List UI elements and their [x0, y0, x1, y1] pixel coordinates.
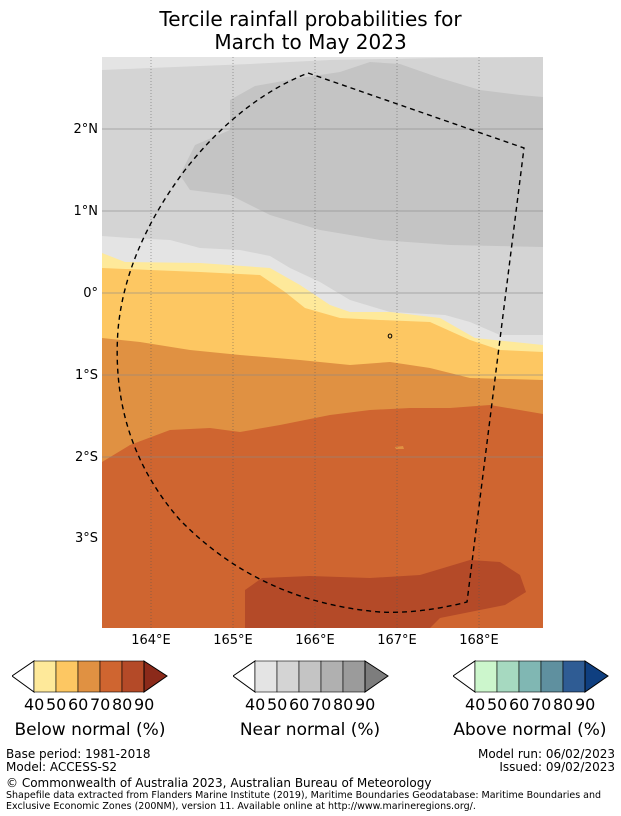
model-run-date: Model run: 06/02/2023 [477, 747, 615, 761]
near-normal-colorbar [233, 660, 389, 693]
lon-label-164e: 164°E [131, 633, 171, 648]
map-gridlines [150, 57, 480, 628]
eez-boundary [116, 72, 525, 613]
near-tick-70: 70 [311, 695, 332, 714]
lat-label-2s: 2°S [74, 450, 98, 465]
base-period: Base period: 1981-2018 [6, 747, 151, 761]
shapefile-credit-line-1: Shapefile data extracted from Flanders M… [6, 790, 602, 801]
above-tick-50: 50 [487, 695, 508, 714]
below-tick-80: 80 [112, 695, 133, 714]
near-tick-40: 40 [245, 695, 266, 714]
lat-label-2n: 2°N [73, 122, 99, 137]
above-normal-title: Above normal (%) [453, 720, 607, 740]
map-title-line-2: March to May 2023 [214, 30, 407, 54]
issued-date: Issued: 09/02/2023 [499, 760, 615, 774]
near-tick-50: 50 [267, 695, 288, 714]
above-tick-80: 80 [553, 695, 574, 714]
lat-label-1n: 1°N [73, 204, 99, 219]
below-tick-70: 70 [90, 695, 111, 714]
above-tick-40: 40 [465, 695, 486, 714]
lon-label-165e: 165°E [213, 633, 253, 648]
below-normal-title: Below normal (%) [14, 720, 166, 740]
near-tick-80: 80 [333, 695, 354, 714]
lat-label-3s: 3°S [74, 531, 98, 546]
lat-label-0: 0° [83, 286, 98, 301]
below-tick-60: 60 [68, 695, 89, 714]
island-marker [387, 333, 393, 339]
below-tick-90: 90 [134, 695, 155, 714]
below-tick-40: 40 [24, 695, 45, 714]
above-normal-colorbar [453, 660, 609, 693]
below-normal-colorbar [12, 660, 168, 693]
near-tick-60: 60 [289, 695, 310, 714]
lon-label-168e: 168°E [459, 633, 499, 648]
above-tick-90: 90 [575, 695, 596, 714]
near-tick-90: 90 [355, 695, 376, 714]
region-near-60 [180, 62, 543, 247]
copyright-notice: © Commonwealth of Australia 2023, Austra… [6, 776, 432, 790]
above-tick-60: 60 [509, 695, 530, 714]
near-normal-title: Near normal (%) [239, 720, 381, 740]
model-name: Model: ACCESS-S2 [6, 760, 118, 774]
map-title-line-1: Tercile rainfall probabilities for [159, 7, 462, 31]
below-tick-50: 50 [46, 695, 67, 714]
probability-map [102, 57, 543, 628]
lat-label-1s: 1°S [74, 368, 98, 383]
lon-label-166e: 166°E [295, 633, 335, 648]
above-tick-70: 70 [531, 695, 552, 714]
lon-label-167e: 167°E [377, 633, 417, 648]
shapefile-credit-line-2: Exclusive Economic Zones (200NM), versio… [6, 801, 476, 812]
